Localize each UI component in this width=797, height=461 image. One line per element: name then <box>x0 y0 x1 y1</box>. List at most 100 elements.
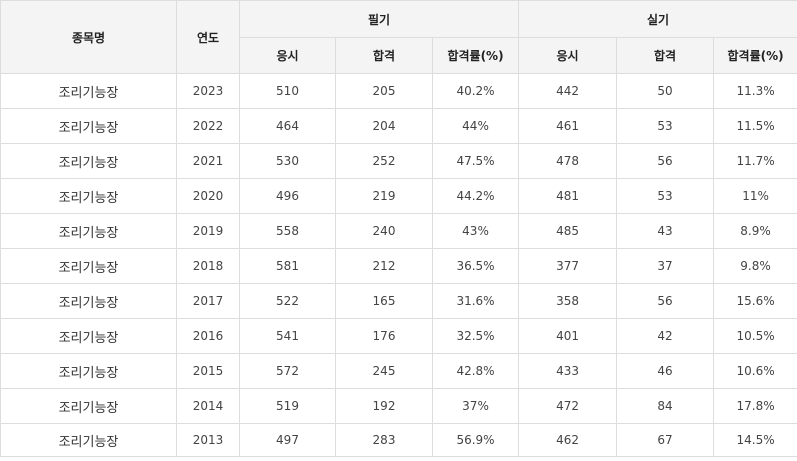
cell-practical-passed: 42 <box>616 318 715 354</box>
header-written: 필기 <box>238 0 520 38</box>
cell-written-rate: 37% <box>431 388 520 424</box>
cell-year: 2015 <box>176 353 240 389</box>
cell-practical-passed: 67 <box>616 423 715 457</box>
cell-practical-passed: 43 <box>616 213 715 249</box>
cell-written-applicants: 522 <box>239 283 336 319</box>
table-header: 종목명 연도 필기 실기 응시 합격 합격률(%) 응시 합격 합격률(%) <box>0 0 797 74</box>
cell-practical-applicants: 481 <box>518 178 618 214</box>
cell-practical-applicants: 401 <box>518 318 618 354</box>
cell-written-passed: 212 <box>335 248 433 284</box>
cell-written-rate: 42.8% <box>431 353 520 389</box>
cell-practical-passed: 53 <box>616 108 715 144</box>
cell-practical-applicants: 485 <box>518 213 618 249</box>
cell-written-applicants: 510 <box>239 73 336 109</box>
table-row: 조리기능장 2022 464 204 44% 461 53 11.5% <box>0 108 797 144</box>
cell-year: 2017 <box>176 283 240 319</box>
cell-practical-applicants: 478 <box>518 143 618 179</box>
cell-written-applicants: 541 <box>239 318 336 354</box>
cell-written-applicants: 572 <box>239 353 336 389</box>
cell-practical-rate: 15.6% <box>713 283 797 319</box>
cell-name: 조리기능장 <box>0 318 177 354</box>
cell-practical-rate: 11.3% <box>713 73 797 109</box>
cell-practical-rate: 9.8% <box>713 248 797 284</box>
cell-written-passed: 176 <box>335 318 433 354</box>
table-row: 조리기능장 2018 581 212 36.5% 377 37 9.8% <box>0 248 797 284</box>
header-written-applicants: 응시 <box>239 37 336 74</box>
cell-name: 조리기능장 <box>0 213 177 249</box>
cell-practical-rate: 10.6% <box>713 353 797 389</box>
cell-written-passed: 192 <box>335 388 433 424</box>
header-name: 종목명 <box>0 0 177 74</box>
table-row: 조리기능장 2023 510 205 40.2% 442 50 11.3% <box>0 73 797 109</box>
cell-written-rate: 43% <box>431 213 520 249</box>
cell-year: 2021 <box>176 143 240 179</box>
cell-practical-passed: 46 <box>616 353 715 389</box>
cell-written-applicants: 558 <box>239 213 336 249</box>
cell-written-rate: 47.5% <box>431 143 520 179</box>
header-practical-rate: 합격률(%) <box>713 37 797 74</box>
table-row: 조리기능장 2020 496 219 44.2% 481 53 11% <box>0 178 797 214</box>
table-row: 조리기능장 2021 530 252 47.5% 478 56 11.7% <box>0 143 797 179</box>
table-row: 조리기능장 2014 519 192 37% 472 84 17.8% <box>0 388 797 424</box>
cell-year: 2016 <box>176 318 240 354</box>
cell-practical-passed: 56 <box>616 283 715 319</box>
cell-name: 조리기능장 <box>0 423 177 457</box>
cell-practical-applicants: 461 <box>518 108 618 144</box>
cell-practical-passed: 53 <box>616 178 715 214</box>
cell-written-rate: 44% <box>431 108 520 144</box>
table-row: 조리기능장 2019 558 240 43% 485 43 8.9% <box>0 213 797 249</box>
cell-name: 조리기능장 <box>0 283 177 319</box>
cell-name: 조리기능장 <box>0 73 177 109</box>
cell-practical-applicants: 442 <box>518 73 618 109</box>
cell-written-applicants: 530 <box>239 143 336 179</box>
cell-practical-rate: 17.8% <box>713 388 797 424</box>
cell-practical-rate: 8.9% <box>713 213 797 249</box>
table-body: 조리기능장 2023 510 205 40.2% 442 50 11.3% 조리기능장 2022 4… <box>0 73 797 457</box>
header-practical-applicants: 응시 <box>518 37 618 74</box>
cell-written-passed: 283 <box>335 423 433 457</box>
cell-practical-applicants: 358 <box>518 283 618 319</box>
cell-year: 2020 <box>176 178 240 214</box>
table-row: 조리기능장 2016 541 176 32.5% 401 42 10.5% <box>0 318 797 354</box>
cell-year: 2023 <box>176 73 240 109</box>
header-year: 연도 <box>176 0 240 74</box>
header-written-passed: 합격 <box>335 37 433 74</box>
cell-year: 2019 <box>176 213 240 249</box>
cell-practical-passed: 50 <box>616 73 715 109</box>
cell-practical-rate: 11.7% <box>713 143 797 179</box>
cell-year: 2018 <box>176 248 240 284</box>
cell-practical-rate: 10.5% <box>713 318 797 354</box>
cell-year: 2022 <box>176 108 240 144</box>
cell-written-rate: 36.5% <box>431 248 520 284</box>
table-row: 조리기능장 2015 572 245 42.8% 433 46 10.6% <box>0 353 797 389</box>
cell-practical-passed: 56 <box>616 143 715 179</box>
cell-practical-applicants: 377 <box>518 248 618 284</box>
cell-written-passed: 204 <box>335 108 433 144</box>
cell-name: 조리기능장 <box>0 143 177 179</box>
cell-name: 조리기능장 <box>0 388 177 424</box>
cell-written-applicants: 497 <box>239 423 336 457</box>
cell-practical-rate: 11% <box>713 178 797 214</box>
table-row: 조리기능장 2013 497 283 56.9% 462 67 14.5% <box>0 423 797 457</box>
cell-written-passed: 205 <box>335 73 433 109</box>
cell-name: 조리기능장 <box>0 178 177 214</box>
cell-name: 조리기능장 <box>0 248 177 284</box>
header-row-sub: 응시 합격 합격률(%) 응시 합격 합격률(%) <box>1 37 797 74</box>
cell-written-applicants: 519 <box>239 388 336 424</box>
header-row-top: 종목명 연도 필기 실기 <box>0 0 797 74</box>
cell-written-passed: 252 <box>335 143 433 179</box>
cell-practical-rate: 11.5% <box>713 108 797 144</box>
cell-written-rate: 44.2% <box>431 178 520 214</box>
cell-practical-applicants: 462 <box>518 423 618 457</box>
table-row: 조리기능장 2017 522 165 31.6% 358 56 15.6% <box>0 283 797 319</box>
cell-written-passed: 245 <box>335 353 433 389</box>
cell-year: 2014 <box>176 388 240 424</box>
cell-written-applicants: 581 <box>239 248 336 284</box>
cell-year: 2013 <box>176 423 240 457</box>
cell-name: 조리기능장 <box>0 353 177 389</box>
header-practical-passed: 합격 <box>616 37 715 74</box>
cell-written-rate: 32.5% <box>431 318 520 354</box>
header-written-rate: 합격률(%) <box>431 37 520 74</box>
cell-written-applicants: 464 <box>239 108 336 144</box>
